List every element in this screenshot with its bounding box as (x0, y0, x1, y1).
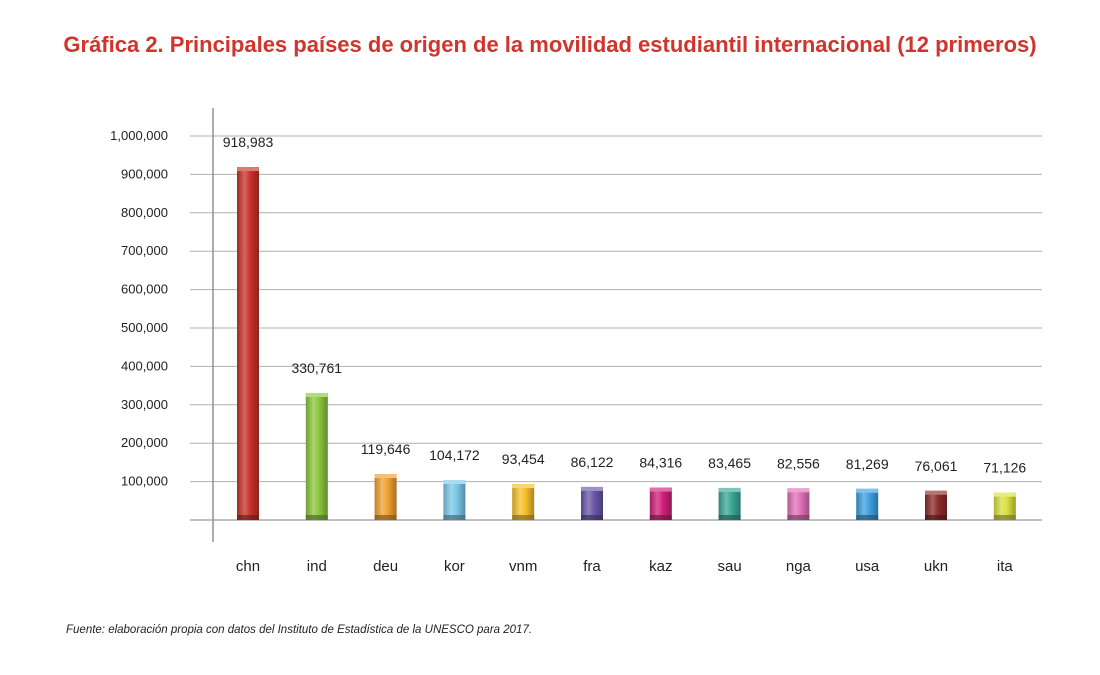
bar (512, 484, 535, 520)
category-label: fra (583, 558, 601, 575)
y-tick-label: 300,000 (121, 397, 168, 412)
grid-layer (190, 135, 1042, 521)
bar-base (787, 515, 810, 520)
y-tick-label: 700,000 (121, 243, 168, 258)
bar-nga (787, 488, 810, 520)
bar-base (305, 515, 328, 520)
category-label: nga (786, 558, 812, 575)
bar (787, 488, 810, 520)
bar-kaz (649, 487, 672, 520)
value-label: 82,556 (777, 455, 820, 471)
bar-base (993, 515, 1016, 520)
bar-fra (581, 486, 603, 520)
bar-base (718, 515, 741, 520)
bar-base (512, 515, 535, 520)
value-label: 84,316 (639, 455, 682, 471)
bar-ita (993, 492, 1016, 520)
y-tick-label: 900,000 (121, 166, 168, 181)
bar-cap (237, 167, 259, 172)
bar (443, 479, 466, 520)
y-tick-label: 800,000 (121, 205, 168, 220)
bar-cap (718, 487, 741, 492)
bar-base (925, 515, 947, 520)
bar (649, 487, 672, 520)
bar-cap (443, 479, 466, 484)
bar (925, 490, 947, 520)
category-labels: chn ind deu kor vnm fra kaz sau nga usa ukn ita (236, 558, 1013, 575)
bar (993, 492, 1016, 520)
category-label: deu (373, 558, 398, 575)
bar-cap (787, 488, 810, 493)
bar-cap (305, 392, 328, 397)
bar-kor (443, 479, 466, 520)
bars (237, 167, 1016, 520)
bar-vnm (512, 484, 535, 520)
category-label: ita (997, 558, 1014, 575)
category-label: usa (855, 558, 880, 575)
bar-cap (512, 484, 535, 489)
y-tick-label: 100,000 (121, 474, 168, 489)
bar (856, 488, 879, 520)
value-label: 93,454 (502, 451, 545, 467)
bar (374, 474, 397, 520)
bar-base (443, 515, 466, 520)
value-label: 81,269 (846, 456, 889, 472)
value-label: 86,122 (571, 454, 614, 470)
bar-cap (856, 488, 879, 493)
bar-deu (374, 474, 397, 520)
y-tick-labels: 100,000 200,000 300,000 400,000 500,000 600,0… (110, 128, 168, 489)
category-label: chn (236, 558, 260, 575)
bar-sau (718, 487, 741, 520)
bar-cap (374, 474, 397, 479)
value-label: 119,646 (361, 441, 411, 457)
value-label: 330,761 (291, 360, 342, 376)
bar-usa (856, 488, 879, 520)
bar (581, 486, 603, 520)
category-label: ukn (924, 558, 948, 575)
source-note: Fuente: elaboración propia con datos del… (66, 624, 533, 636)
bar-base (581, 515, 603, 520)
category-label: kor (444, 558, 465, 575)
bar (718, 487, 741, 520)
value-labels: 918,983 330,761 119,646 104,172 93,454 86,122… (223, 134, 1027, 476)
bar-base (374, 515, 397, 520)
bar-base (856, 515, 879, 520)
value-label: 76,061 (915, 458, 958, 474)
y-tick-label: 200,000 (121, 435, 168, 450)
y-tick-label: 500,000 (121, 320, 168, 335)
bar-ind (305, 392, 328, 520)
value-label: 71,126 (983, 460, 1026, 476)
y-tick-label: 400,000 (121, 358, 168, 373)
bar-base (649, 515, 672, 520)
category-label: sau (718, 558, 742, 575)
bar-cap (993, 492, 1016, 497)
chart-title: Gráfica 2. Principales países de origen … (63, 32, 1037, 57)
bar-ukn (925, 490, 947, 520)
y-tick-label: 600,000 (121, 282, 168, 297)
bar-chn (237, 167, 259, 520)
value-label: 918,983 (223, 134, 274, 150)
category-label: kaz (649, 558, 672, 575)
bar-cap (581, 486, 603, 491)
bar (305, 392, 328, 520)
bar-cap (649, 487, 672, 492)
category-label: vnm (509, 558, 537, 575)
bar-cap (925, 490, 947, 495)
y-tick-label: 1,000,000 (110, 128, 168, 143)
bar (237, 167, 259, 520)
category-label: ind (307, 558, 327, 575)
bar-base (237, 515, 259, 520)
value-label: 83,465 (708, 455, 751, 471)
value-label: 104,172 (429, 447, 480, 463)
